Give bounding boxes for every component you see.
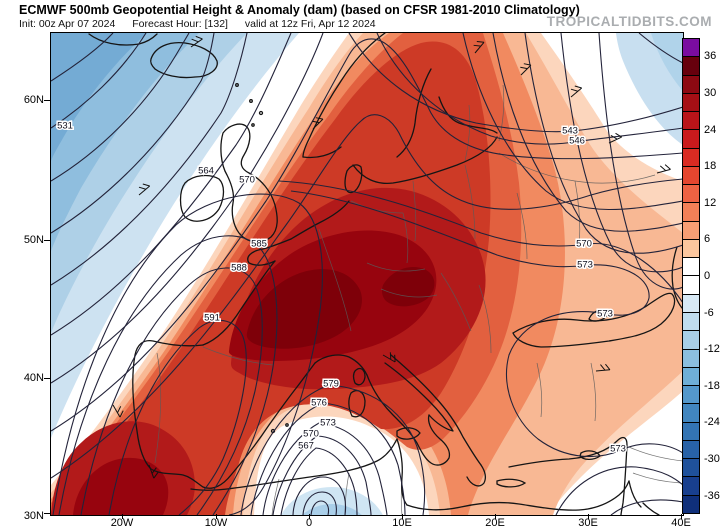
colorbar-tick-0: 0 bbox=[704, 270, 711, 282]
colorbar-segment bbox=[683, 494, 699, 513]
lat-tick bbox=[44, 100, 50, 101]
lon-label-40E: 40E bbox=[671, 517, 691, 529]
lon-tick bbox=[216, 514, 217, 519]
colorbar-segment bbox=[683, 202, 699, 221]
colorbar-tick--36: -36 bbox=[704, 490, 720, 502]
height-contours bbox=[51, 33, 683, 515]
lon-tick bbox=[681, 514, 682, 519]
positive-anomaly-ridge bbox=[51, 33, 683, 515]
colorbar-segment bbox=[683, 238, 699, 258]
lat-label-40N: 40N bbox=[23, 372, 44, 384]
colorbar-segment bbox=[683, 311, 699, 331]
colorbar-tick--24: -24 bbox=[704, 416, 720, 428]
height-contour-label-573: 573 bbox=[597, 309, 613, 320]
colorbar-segment bbox=[683, 184, 699, 203]
height-contour-label-570: 570 bbox=[239, 175, 255, 186]
lat-tick bbox=[44, 240, 50, 241]
forecast-hour: Forecast Hour: [132] bbox=[132, 18, 228, 30]
lon-tick bbox=[122, 514, 123, 519]
anomaly-colorbar bbox=[682, 38, 700, 514]
wind-barbs bbox=[112, 35, 671, 479]
colorbar-segment bbox=[683, 476, 699, 495]
colorbar-tick-36: 36 bbox=[704, 50, 717, 62]
lon-label-20E: 20E bbox=[485, 517, 505, 529]
height-contour-label-588: 588 bbox=[231, 263, 247, 274]
lon-label-30E: 30E bbox=[578, 517, 598, 529]
colorbar-segment bbox=[683, 348, 699, 367]
coastlines bbox=[88, 33, 683, 515]
colorbar-segment bbox=[683, 257, 699, 276]
lon-label-0: 0 bbox=[305, 517, 313, 529]
colorbar-tick-24: 24 bbox=[704, 124, 717, 136]
colorbar-segment bbox=[683, 458, 699, 477]
height-contour-label-573: 573 bbox=[610, 444, 626, 455]
colorbar-tick--6: -6 bbox=[704, 307, 714, 319]
height-contour-label-567: 567 bbox=[298, 441, 314, 452]
height-contour-label-543: 543 bbox=[562, 126, 578, 137]
colorbar-segment bbox=[683, 421, 699, 440]
colorbar-segment bbox=[683, 385, 699, 404]
colorbar-segment bbox=[683, 129, 699, 148]
colorbar-segment bbox=[683, 56, 699, 75]
site-watermark: TROPICALTIDBITS.COM bbox=[546, 14, 712, 29]
colorbar-segment bbox=[683, 39, 699, 57]
height-contour-label-576: 576 bbox=[311, 398, 327, 409]
lon-label-20W: 20W bbox=[110, 517, 134, 529]
height-contour-label-570: 570 bbox=[303, 429, 319, 440]
colorbar-segment bbox=[683, 111, 699, 130]
colorbar-segment bbox=[683, 403, 699, 422]
lon-label-10E: 10E bbox=[392, 517, 412, 529]
colorbar-segment bbox=[683, 220, 699, 239]
lon-tick bbox=[309, 514, 310, 519]
contour-label-layer: 531 5435465645705855885915705735735795765… bbox=[56, 119, 628, 456]
colorbar-tick--30: -30 bbox=[704, 453, 720, 465]
negative-anomaly-northeast bbox=[616, 33, 683, 145]
height-contour-label-573: 573 bbox=[577, 260, 593, 271]
colorbar-segment bbox=[683, 74, 699, 93]
colorbar-segment bbox=[683, 439, 699, 459]
height-contour-label-579: 579 bbox=[323, 379, 339, 390]
lat-label-60N: 60N bbox=[23, 94, 44, 106]
colorbar-segment bbox=[683, 330, 699, 349]
lon-tick bbox=[402, 514, 403, 519]
height-contour-label-531: 531 bbox=[57, 121, 73, 132]
lat-tick bbox=[44, 513, 50, 514]
height-contour-label-570: 570 bbox=[576, 239, 592, 250]
colorbar-segment bbox=[683, 366, 699, 386]
colorbar-segment bbox=[683, 165, 699, 185]
colorbar-tick--18: -18 bbox=[704, 380, 720, 392]
colorbar-segment bbox=[683, 275, 699, 294]
colorbar-tick-6: 6 bbox=[704, 233, 711, 245]
lat-tick bbox=[44, 378, 50, 379]
colorbar-segment bbox=[683, 92, 699, 112]
colorbar-tick--12: -12 bbox=[704, 343, 720, 355]
height-contour-label-591: 591 bbox=[204, 313, 220, 324]
lat-label-30N: 30N bbox=[23, 510, 44, 522]
colorbar-tick-18: 18 bbox=[704, 160, 717, 172]
height-contour-label-585: 585 bbox=[251, 239, 267, 250]
page-title: ECMWF 500mb Geopotential Height & Anomal… bbox=[19, 3, 580, 17]
colorbar-tick-30: 30 bbox=[704, 87, 717, 99]
weather-map-image[interactable]: 531 5435465645705855885915705735735795765… bbox=[51, 33, 683, 515]
height-contour-label-546: 546 bbox=[569, 136, 585, 147]
colorbar-segment bbox=[683, 147, 699, 166]
lon-tick bbox=[588, 514, 589, 519]
colorbar-segment bbox=[683, 293, 699, 312]
colorbar-tick-12: 12 bbox=[704, 197, 717, 209]
map-canvas[interactable]: 531 543 546 564 570 585 588 591 570 573 573 579 576 5… bbox=[50, 32, 684, 516]
height-contour-label-573: 573 bbox=[320, 418, 336, 429]
lon-label-10W: 10W bbox=[204, 517, 228, 529]
height-contour-label-564: 564 bbox=[198, 166, 214, 177]
run-info: Init: 00z Apr 07 2024 Forecast Hour: [13… bbox=[19, 18, 390, 30]
valid-time: valid at 12z Fri, Apr 12 2024 bbox=[244, 18, 376, 30]
init-time: Init: 00z Apr 07 2024 bbox=[19, 18, 116, 30]
lon-tick bbox=[495, 514, 496, 519]
lat-label-50N: 50N bbox=[23, 234, 44, 246]
cutoff-low-anomaly bbox=[281, 487, 383, 515]
